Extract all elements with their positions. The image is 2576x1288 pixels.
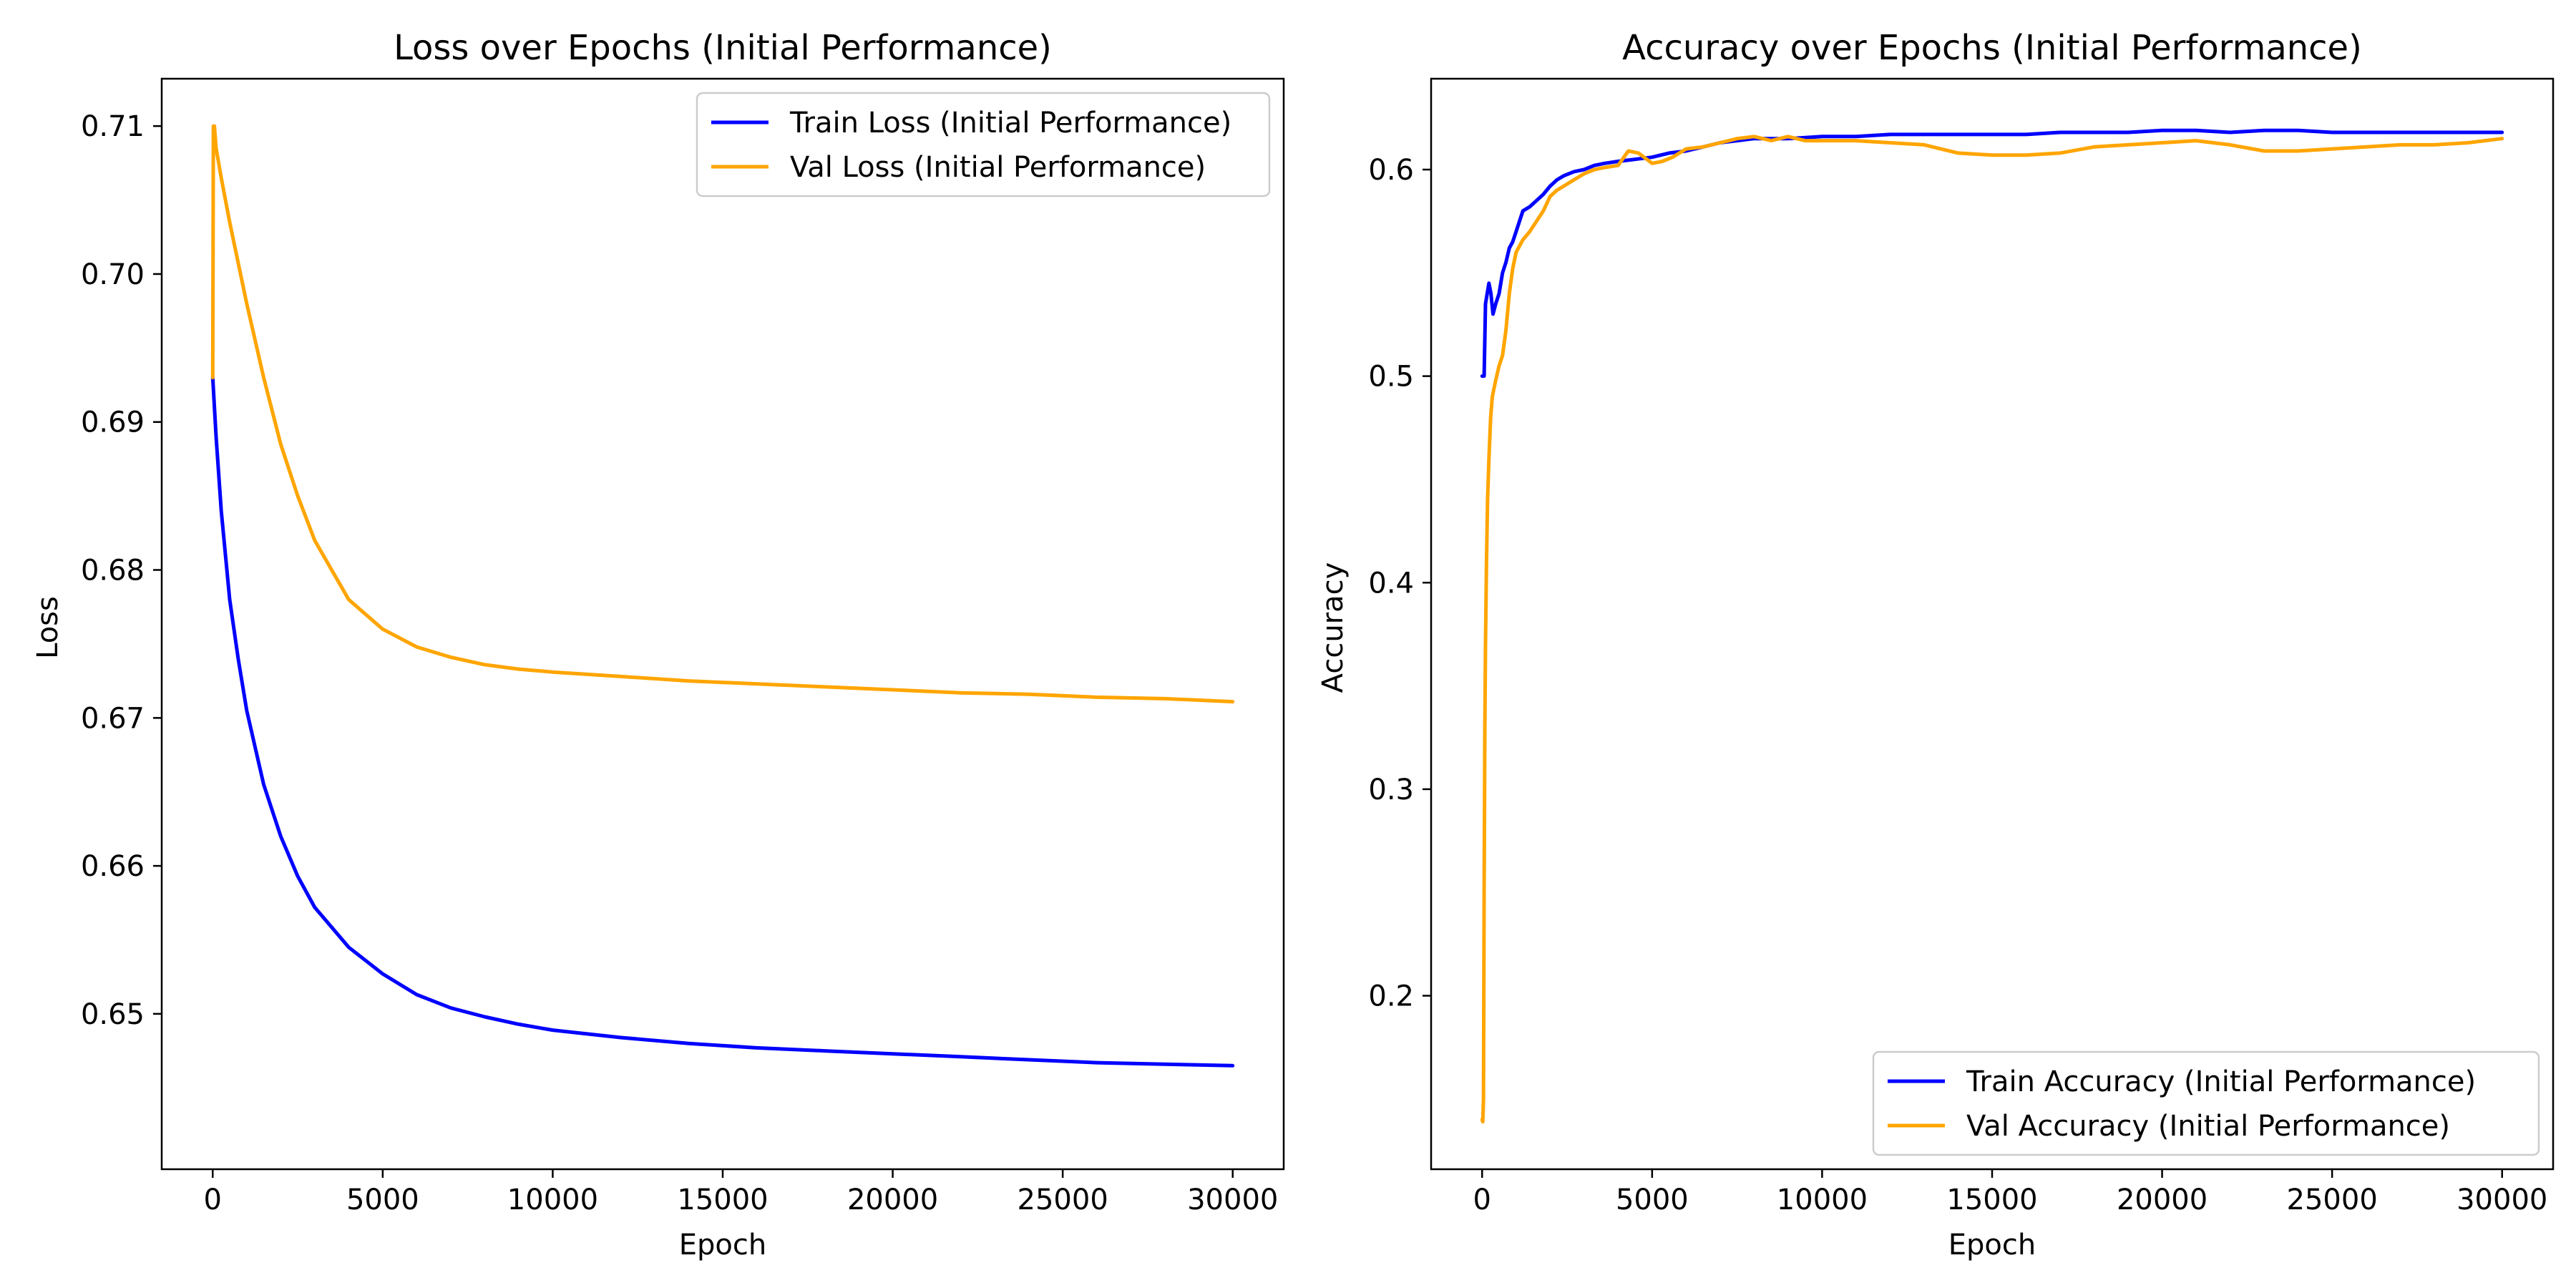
accuracy-chart-plot-area: [1480, 128, 2504, 1124]
loss-chart-y-tick-label: 0.69: [81, 406, 145, 439]
accuracy-chart-y-tick-label: 0.2: [1368, 980, 1414, 1013]
accuracy-chart-x-tick-label: 15000: [1946, 1184, 2037, 1216]
accuracy-chart-x-tick-label: 0: [1473, 1184, 1491, 1216]
accuracy-chart-series-line-val-accuracy-initial-performance: [1480, 135, 2504, 1124]
loss-chart-legend-label-val-loss-initial-performance: Val Loss (Initial Performance): [790, 151, 1206, 184]
loss-chart-x-tick-label: 20000: [847, 1184, 938, 1216]
loss-chart-title: Loss over Epochs (Initial Performance): [394, 28, 1052, 68]
loss-chart-y-tick-label: 0.71: [81, 110, 145, 143]
loss-chart-legend-frame: [696, 92, 1271, 197]
accuracy-chart-y-tick-label: 0.6: [1368, 154, 1414, 187]
loss-chart-series-line-train-loss-initial-performance: [210, 376, 1235, 1068]
loss-chart-y-tick-label: 0.70: [81, 258, 145, 291]
accuracy-chart-y-tick-label: 0.5: [1368, 361, 1414, 394]
loss-chart-legend: Train Loss (Initial Performance) Val Loss…: [696, 92, 1271, 197]
loss-chart-x-tick-label: 30000: [1187, 1184, 1278, 1216]
loss-chart-x-tick-label: 0: [204, 1184, 222, 1216]
loss-chart-y-tick-label: 0.66: [81, 850, 145, 883]
accuracy-chart-legend-label-val-accuracy-initial-performance: Val Accuracy (Initial Performance): [1966, 1110, 2450, 1143]
loss-chart-x-axis-label: Epoch: [679, 1229, 766, 1262]
accuracy-chart-x-tick-label: 30000: [2457, 1184, 2547, 1216]
loss-chart-series-line-val-loss-initial-performance: [210, 124, 1235, 704]
loss-chart-plot-area: [210, 124, 1235, 1068]
accuracy-chart-legend-label-train-accuracy-initial-performance: Train Accuracy (Initial Performance): [1966, 1065, 2476, 1098]
accuracy-chart: Accuracy over Epochs (Initial Performanc…: [1317, 28, 2555, 1262]
accuracy-chart-x-tick-label: 25000: [2287, 1184, 2378, 1216]
loss-chart-y-tick-label: 0.65: [81, 998, 145, 1031]
accuracy-chart-x-tick-label: 5000: [1616, 1184, 1689, 1216]
loss-chart: Loss over Epochs (Initial Performance) E…: [31, 28, 1285, 1262]
accuracy-chart-y-tick-label: 0.4: [1368, 567, 1414, 600]
accuracy-chart-series-line-train-accuracy-initial-performance: [1480, 128, 2504, 379]
accuracy-chart-y-axis-label: Accuracy: [1317, 562, 1350, 693]
loss-chart-x-tick-label: 5000: [346, 1184, 419, 1216]
accuracy-chart-x-tick-label: 10000: [1777, 1184, 1868, 1216]
accuracy-chart-legend: Train Accuracy (Initial Performance) Val …: [1872, 1050, 2540, 1156]
accuracy-chart-y-tick-label: 0.3: [1368, 774, 1414, 806]
accuracy-chart-legend-frame: [1872, 1050, 2540, 1156]
loss-chart-x-tick-label: 15000: [677, 1184, 768, 1216]
accuracy-chart-x-axis-label: Epoch: [1948, 1229, 2036, 1262]
loss-chart-y-tick-label: 0.68: [81, 555, 145, 587]
accuracy-chart-x-tick-label: 20000: [2117, 1184, 2207, 1216]
loss-chart-y-axis-label: Loss: [31, 596, 64, 659]
loss-chart-legend-label-train-loss-initial-performance: Train Loss (Initial Performance): [789, 107, 1231, 140]
loss-chart-x-tick-label: 25000: [1018, 1184, 1108, 1216]
loss-chart-x-tick-label: 10000: [507, 1184, 598, 1216]
loss-chart-y-tick-label: 0.67: [81, 702, 145, 735]
accuracy-chart-title: Accuracy over Epochs (Initial Performanc…: [1622, 28, 2362, 68]
